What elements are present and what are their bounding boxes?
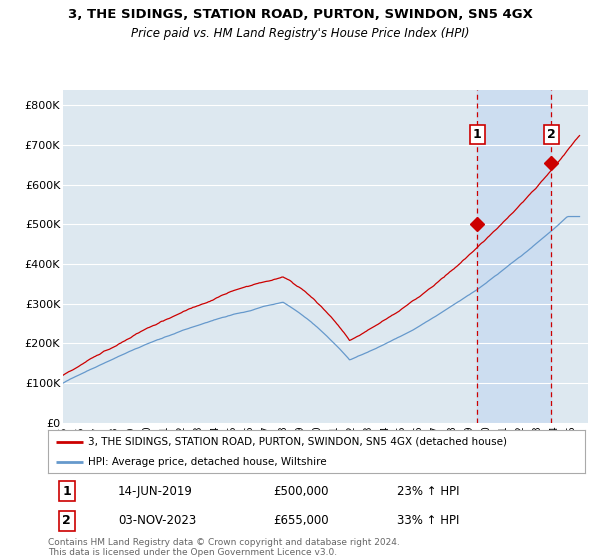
Text: Price paid vs. HM Land Registry's House Price Index (HPI): Price paid vs. HM Land Registry's House … <box>131 27 469 40</box>
Text: 03-NOV-2023: 03-NOV-2023 <box>118 514 196 528</box>
Text: 14-JUN-2019: 14-JUN-2019 <box>118 484 193 498</box>
Text: Contains HM Land Registry data © Crown copyright and database right 2024.
This d: Contains HM Land Registry data © Crown c… <box>48 538 400 557</box>
Text: £500,000: £500,000 <box>274 484 329 498</box>
Text: 2: 2 <box>547 128 556 141</box>
Text: £655,000: £655,000 <box>274 514 329 528</box>
Text: 1: 1 <box>62 484 71 498</box>
Text: 1: 1 <box>473 128 481 141</box>
Text: 3, THE SIDINGS, STATION ROAD, PURTON, SWINDON, SN5 4GX (detached house): 3, THE SIDINGS, STATION ROAD, PURTON, SW… <box>88 437 507 447</box>
Text: 2: 2 <box>62 514 71 528</box>
Text: 33% ↑ HPI: 33% ↑ HPI <box>397 514 460 528</box>
Text: 23% ↑ HPI: 23% ↑ HPI <box>397 484 460 498</box>
Bar <box>477 90 551 423</box>
Text: HPI: Average price, detached house, Wiltshire: HPI: Average price, detached house, Wilt… <box>88 458 327 467</box>
Text: 3, THE SIDINGS, STATION ROAD, PURTON, SWINDON, SN5 4GX: 3, THE SIDINGS, STATION ROAD, PURTON, SW… <box>68 8 532 21</box>
